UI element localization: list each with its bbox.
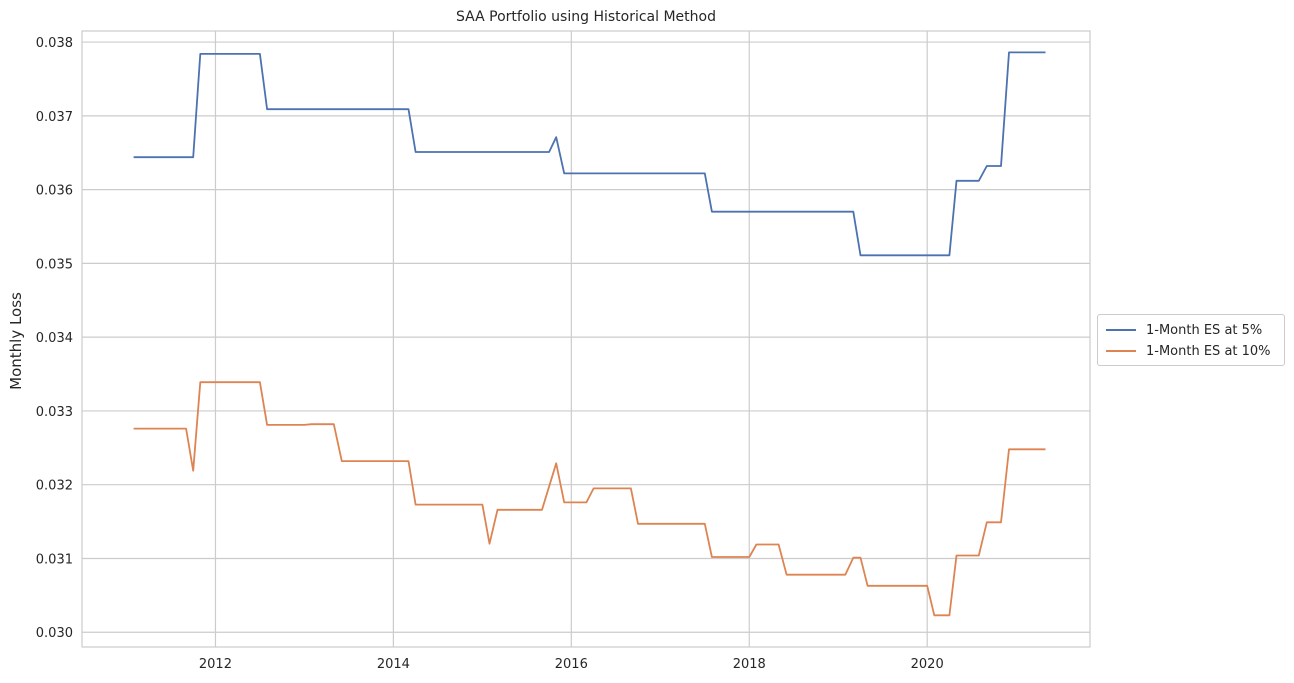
y-tick-label: 0.038 [36,36,73,51]
legend-label-es-10: 1-Month ES at 10% [1146,343,1271,359]
y-tick-label: 0.031 [36,552,73,567]
legend-item-es-10: 1-Month ES at 10% [1106,342,1271,360]
legend-label-es-5: 1-Month ES at 5% [1146,322,1263,338]
series-line-es-5 [133,51,1046,257]
x-tick-label: 2020 [911,657,944,672]
x-tick-label: 2014 [377,657,410,672]
y-tick-label: 0.033 [36,405,73,420]
y-tick-label: 0.035 [36,257,73,272]
series-lines [133,51,1046,617]
x-tick-label: 2016 [555,657,588,672]
legend-swatch-es-5 [1106,329,1136,331]
y-tick-label: 0.034 [36,331,73,346]
series-line-es-10 [133,381,1046,617]
x-ticks: 2012 2014 2016 2018 2020 [199,657,944,672]
legend-item-es-5: 1-Month ES at 5% [1106,321,1262,339]
x-tick-label: 2012 [199,657,232,672]
y-tick-label: 0.030 [36,626,73,641]
y-tick-label: 0.032 [36,479,73,494]
chart-title: SAA Portfolio using Historical Method [456,9,716,25]
plot-frame [81,30,1091,648]
x-tick-label: 2018 [733,657,766,672]
grid [82,31,1090,647]
y-tick-label: 0.036 [36,184,73,199]
y-ticks: 0.030 0.031 0.032 0.033 0.034 0.035 0.036 0.037… [36,36,73,641]
legend-swatch-es-10 [1106,350,1136,352]
y-tick-label: 0.037 [36,110,73,125]
y-axis-label: Monthly Loss [7,292,25,390]
legend: 1-Month ES at 5% 1-Month ES at 10% [1097,314,1285,366]
